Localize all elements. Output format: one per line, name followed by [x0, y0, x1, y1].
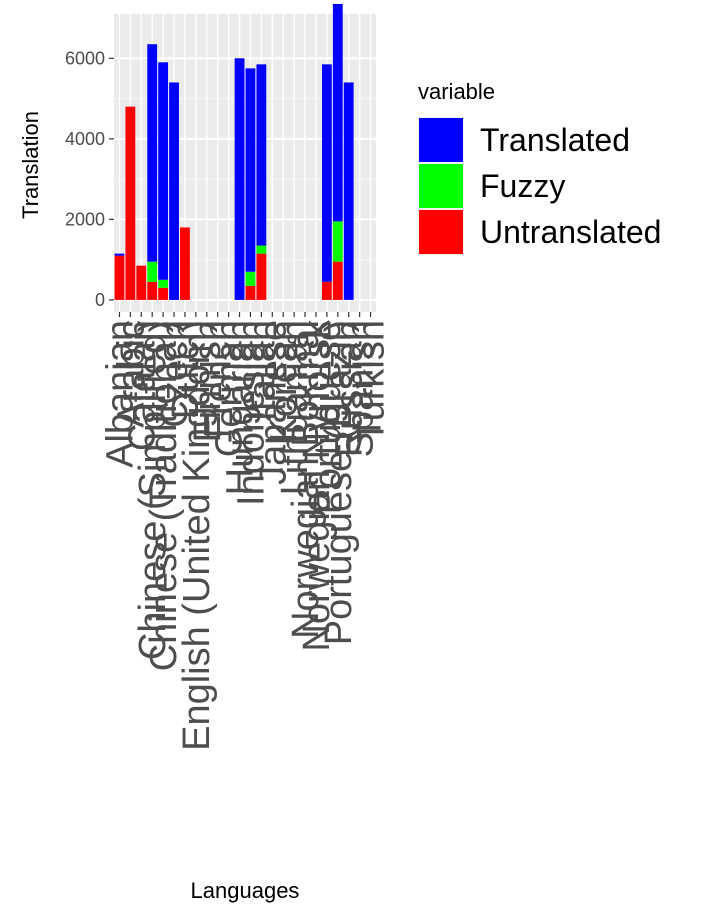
bar-segment-translated [321, 64, 332, 282]
bar-segment-fuzzy [158, 279, 169, 288]
x-tick-label: Norwegian Bokmål [285, 320, 327, 639]
x-tick-label: Chinese (Traditional) [143, 320, 185, 671]
legend-swatch-fuzzy [419, 164, 463, 208]
x-tick-label: Spanish [340, 320, 382, 457]
legend: variable Translated Fuzzy Untranslated [418, 79, 661, 255]
bar-segment-fuzzy [147, 261, 158, 282]
x-tick-label: Chinese (Simplified) [132, 320, 174, 660]
bar-segment-untranslated [136, 265, 147, 300]
x-tick-label: Lithuanian [274, 320, 316, 495]
bar-segment-untranslated [245, 285, 256, 300]
x-axis-title: Languages [191, 878, 300, 903]
bar-segment-fuzzy [332, 221, 343, 262]
bar-segment-translated [158, 62, 169, 280]
bar-segment-translated [169, 82, 179, 300]
bar-segment-translated [147, 44, 158, 262]
x-tick-label: Arabic [110, 320, 152, 428]
bar-segment-translated [234, 58, 245, 300]
x-tick-label: English (United Kingdom) [176, 320, 218, 751]
legend-label-fuzzy: Fuzzy [480, 168, 565, 204]
bar-segment-untranslated [180, 227, 190, 300]
x-tick-label: Catalan [121, 320, 163, 451]
y-tick-label: 6000 [65, 48, 105, 68]
x-tick-label: Albanian [99, 320, 141, 468]
x-tick-label: Norwegian Nynorsk [296, 319, 338, 652]
bar-segment-fuzzy [245, 271, 256, 286]
x-tick-label: Finnish [187, 320, 229, 443]
bar-segment-untranslated [125, 106, 136, 300]
x-tick-label: Japanese [252, 320, 294, 485]
x-tick-label: Indonesian [230, 320, 272, 506]
bar-segment-translated [114, 253, 125, 256]
x-tick-label: Portuguese (Brazil) [318, 320, 360, 645]
x-tick-label: Dutch [165, 320, 207, 419]
x-tick-label: Portuguese [307, 320, 349, 514]
x-tick-label: Czech [154, 320, 196, 428]
legend-swatch-untranslated [419, 210, 463, 254]
y-axis-title: Translation [18, 111, 43, 219]
x-tick-label: Italian [241, 320, 283, 421]
x-tick-label: Korean [263, 320, 305, 443]
bar-segment-untranslated [147, 281, 158, 300]
y-tick-label: 2000 [65, 209, 105, 229]
plot-panel [114, 3, 376, 312]
x-tick-label: Hungarian [220, 320, 262, 495]
panel-background [114, 14, 376, 312]
legend-title: variable [418, 79, 495, 104]
legend-swatch-translated [419, 118, 463, 162]
y-tick-label: 0 [95, 290, 105, 310]
bar-segment-translated [332, 3, 343, 222]
bar-segment-translated [343, 82, 354, 300]
x-tick-label: Russian [329, 320, 371, 457]
bar-segment-translated [256, 64, 267, 246]
bar-segment-fuzzy [256, 245, 267, 254]
bar-segment-untranslated [158, 287, 169, 300]
x-tick-label: German [209, 320, 251, 457]
bar-segment-untranslated [321, 281, 332, 300]
bar-segment-translated [245, 68, 256, 272]
y-axis: 0 2000 4000 6000 [65, 48, 114, 310]
bar-segment-untranslated [332, 261, 343, 300]
bar-segment-untranslated [114, 255, 125, 300]
y-tick-label: 4000 [65, 129, 105, 149]
legend-label-translated: Translated [480, 122, 630, 158]
bar-segment-untranslated [256, 253, 267, 300]
x-tick-label: French [198, 320, 240, 438]
x-tick-label: Turkish [351, 320, 393, 443]
legend-label-untranslated: Untranslated [480, 214, 661, 250]
